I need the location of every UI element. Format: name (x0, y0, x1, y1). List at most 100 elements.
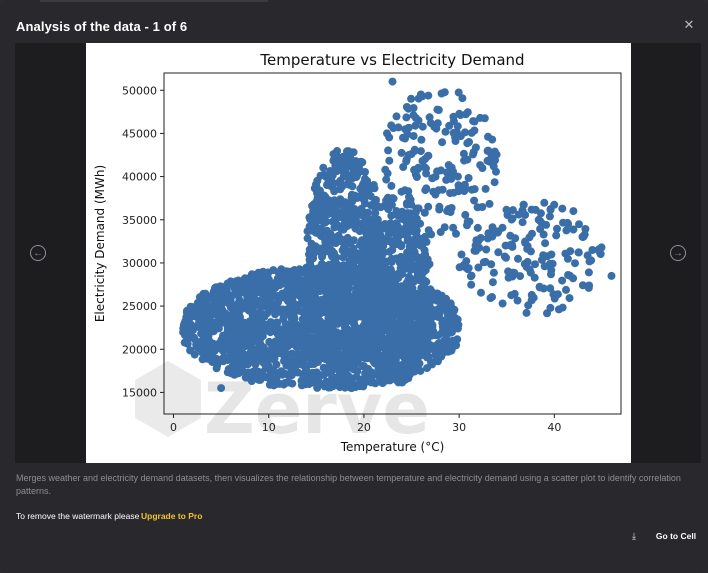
scatter-point (219, 357, 228, 366)
scatter-point (374, 294, 383, 303)
scatter-point (381, 299, 390, 308)
scatter-point (333, 260, 342, 269)
scatter-point (218, 346, 227, 355)
scatter-point (359, 224, 368, 233)
scatter-point (282, 361, 291, 370)
scatter-point (267, 286, 276, 295)
scatter-point (229, 329, 238, 338)
scatter-point (296, 334, 305, 343)
scatter-point (407, 200, 416, 209)
scatter-point (397, 148, 406, 157)
upgrade-link[interactable]: Upgrade to Pro (141, 511, 203, 521)
scatter-point (331, 161, 340, 170)
scatter-point (332, 379, 340, 388)
scatter-point (455, 109, 464, 118)
scatter-point (444, 339, 453, 348)
scatter-point (320, 335, 329, 344)
scatter-point (470, 185, 479, 194)
x-tick-label: 0 (170, 421, 177, 434)
scatter-point (262, 299, 271, 308)
scatter-point (331, 239, 340, 248)
scatter-point (197, 329, 206, 338)
scatter-point (543, 309, 551, 318)
scatter-point (251, 360, 260, 369)
scatter-point (298, 360, 307, 368)
scatter-point (188, 312, 197, 321)
scatter-point (251, 351, 260, 360)
scatter-point (539, 284, 548, 293)
chart-title: Temperature vs Electricity Demand (259, 51, 524, 69)
scatter-point (387, 181, 396, 190)
scatter-point (546, 284, 555, 293)
close-icon[interactable]: ✕ (683, 17, 695, 32)
scatter-point (388, 77, 397, 86)
scatter-point (307, 239, 316, 248)
scatter-point (330, 186, 339, 195)
scatter-point (406, 265, 415, 274)
arrow-right-circle-icon[interactable]: → (670, 245, 686, 261)
scatter-point (414, 163, 423, 172)
scatter-point (407, 292, 416, 301)
scatter-point (325, 326, 334, 335)
scatter-point (402, 103, 411, 111)
scatter-point (326, 352, 335, 361)
scatter-point (433, 105, 442, 114)
scatter-point (483, 156, 492, 165)
scatter-point (410, 341, 419, 350)
scatter-point (334, 208, 343, 217)
scatter-point (575, 220, 583, 229)
scatter-point (347, 268, 356, 277)
modal-title: Analysis of the data - 1 of 6 (16, 19, 188, 34)
scatter-point (321, 237, 330, 245)
scatter-point (385, 247, 394, 256)
scatter-point (354, 349, 363, 358)
scatter-point (234, 285, 243, 293)
scatter-point (525, 265, 534, 274)
scatter-point (319, 163, 328, 172)
scatter-point (412, 323, 421, 332)
scatter-point (389, 328, 398, 337)
scatter-point (531, 260, 539, 269)
scatter-point (473, 203, 482, 212)
scatter-point (394, 283, 403, 292)
scatter-point (476, 234, 485, 242)
arrow-left-circle-icon[interactable]: ← (30, 245, 46, 261)
scatter-point (368, 262, 377, 271)
scatter-point (339, 311, 348, 320)
scatter-point (215, 312, 224, 321)
scatter-point (328, 200, 337, 209)
scatter-point (421, 232, 429, 241)
scatter-point (407, 284, 416, 293)
scatter-point (364, 297, 373, 306)
scatter-point (339, 152, 348, 161)
scatter-point (410, 145, 419, 154)
cell-description: Merges weather and electricity demand da… (16, 473, 681, 496)
scatter-point (387, 257, 396, 266)
scatter-point (350, 327, 359, 336)
scatter-point (282, 353, 291, 362)
scatter-point (216, 285, 225, 294)
scatter-point (424, 226, 433, 235)
scatter-point (540, 198, 549, 207)
scatter-point (326, 175, 335, 183)
go-to-cell-button[interactable]: Go to Cell (655, 531, 697, 541)
scatter-point (473, 223, 482, 232)
scatter-point (429, 331, 437, 340)
scatter-point (522, 308, 531, 317)
modal-header: Analysis of the data - 1 of 6 ✕ (0, 0, 708, 46)
scatter-point (314, 187, 323, 196)
scatter-point (324, 264, 333, 273)
scatter-point (381, 165, 390, 174)
scatter-point (314, 376, 323, 385)
scatter-point (255, 282, 264, 291)
scatter-point (185, 333, 194, 342)
scatter-point (482, 245, 491, 254)
scatter-point (405, 347, 414, 356)
scatter-point (373, 356, 382, 365)
scatter-point (307, 254, 316, 263)
chart-image: Zerve 0 10 20 30 40 15000 20000 25000 30000 35000… (86, 43, 631, 463)
scatter-point (453, 122, 462, 131)
download-icon[interactable]: ⤓ (632, 531, 636, 541)
scatter-point (569, 225, 578, 234)
scatter-point (307, 360, 315, 369)
